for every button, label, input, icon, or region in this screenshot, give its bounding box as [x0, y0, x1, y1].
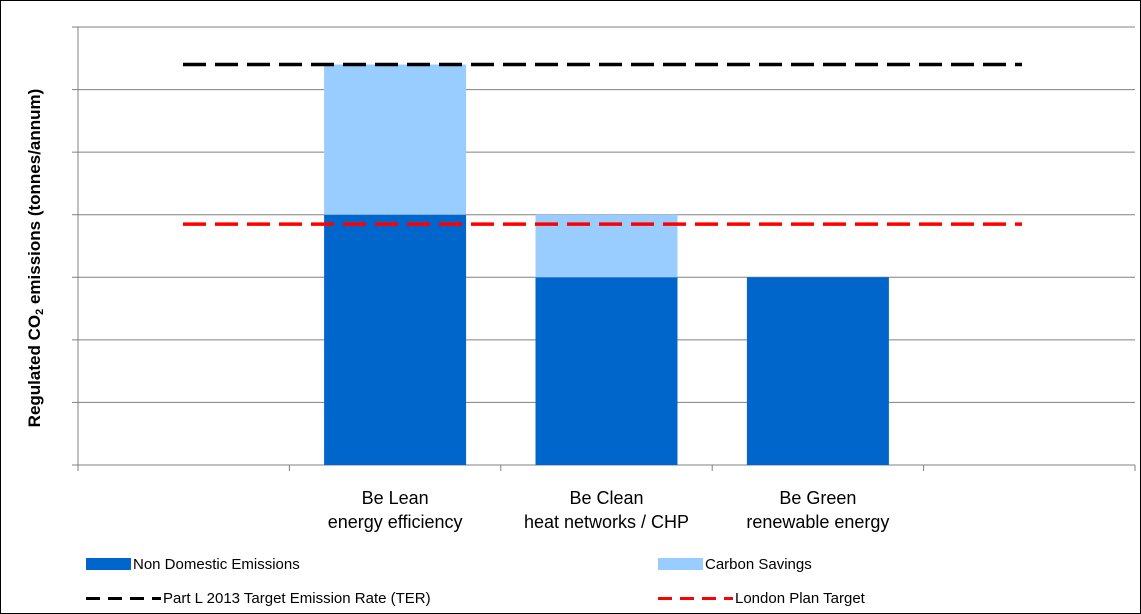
- legend-swatch-non-domestic: [86, 558, 131, 570]
- bar-non-domestic-emissions: [535, 277, 678, 465]
- x-axis-category-label: Be Clean heat networks / CHP: [502, 486, 712, 534]
- legend-item-non-domestic: Non Domestic Emissions: [86, 555, 300, 573]
- category-label-line2: renewable energy: [746, 512, 890, 532]
- bar-non-domestic-emissions: [324, 214, 467, 465]
- legend-swatch-london-plan: [658, 596, 733, 600]
- category-label-line1: Be Green: [779, 488, 857, 508]
- bar-carbon-savings: [324, 64, 467, 215]
- legend-item-london-plan: London Plan Target: [658, 589, 865, 607]
- category-label-line1: Be Lean: [361, 488, 429, 508]
- legend-item-ter: Part L 2013 Target Emission Rate (TER): [86, 589, 431, 607]
- legend-swatch-carbon-savings: [658, 558, 703, 570]
- x-axis-category-label: Be Lean energy efficiency: [290, 486, 500, 534]
- legend-label-carbon-savings: Carbon Savings: [705, 555, 812, 573]
- category-label-line2: energy efficiency: [327, 512, 463, 532]
- bar-non-domestic-emissions: [746, 277, 889, 465]
- legend-label-ter: Part L 2013 Target Emission Rate (TER): [163, 589, 431, 607]
- legend-swatch-ter: [86, 596, 161, 600]
- category-label-line1: Be Clean: [569, 488, 644, 508]
- y-axis-label-pre: Regulated CO: [25, 314, 44, 428]
- y-axis-label-sub: 2: [34, 308, 46, 315]
- legend-label-non-domestic: Non Domestic Emissions: [133, 555, 300, 573]
- x-axis-category-label: Be Green renewable energy: [713, 486, 923, 534]
- legend-item-carbon-savings: Carbon Savings: [658, 555, 812, 573]
- legend-label-london-plan: London Plan Target: [735, 589, 865, 607]
- y-axis-label-post: emissions (tonnes/annum): [25, 88, 44, 309]
- category-label-line2: heat networks / CHP: [523, 512, 690, 532]
